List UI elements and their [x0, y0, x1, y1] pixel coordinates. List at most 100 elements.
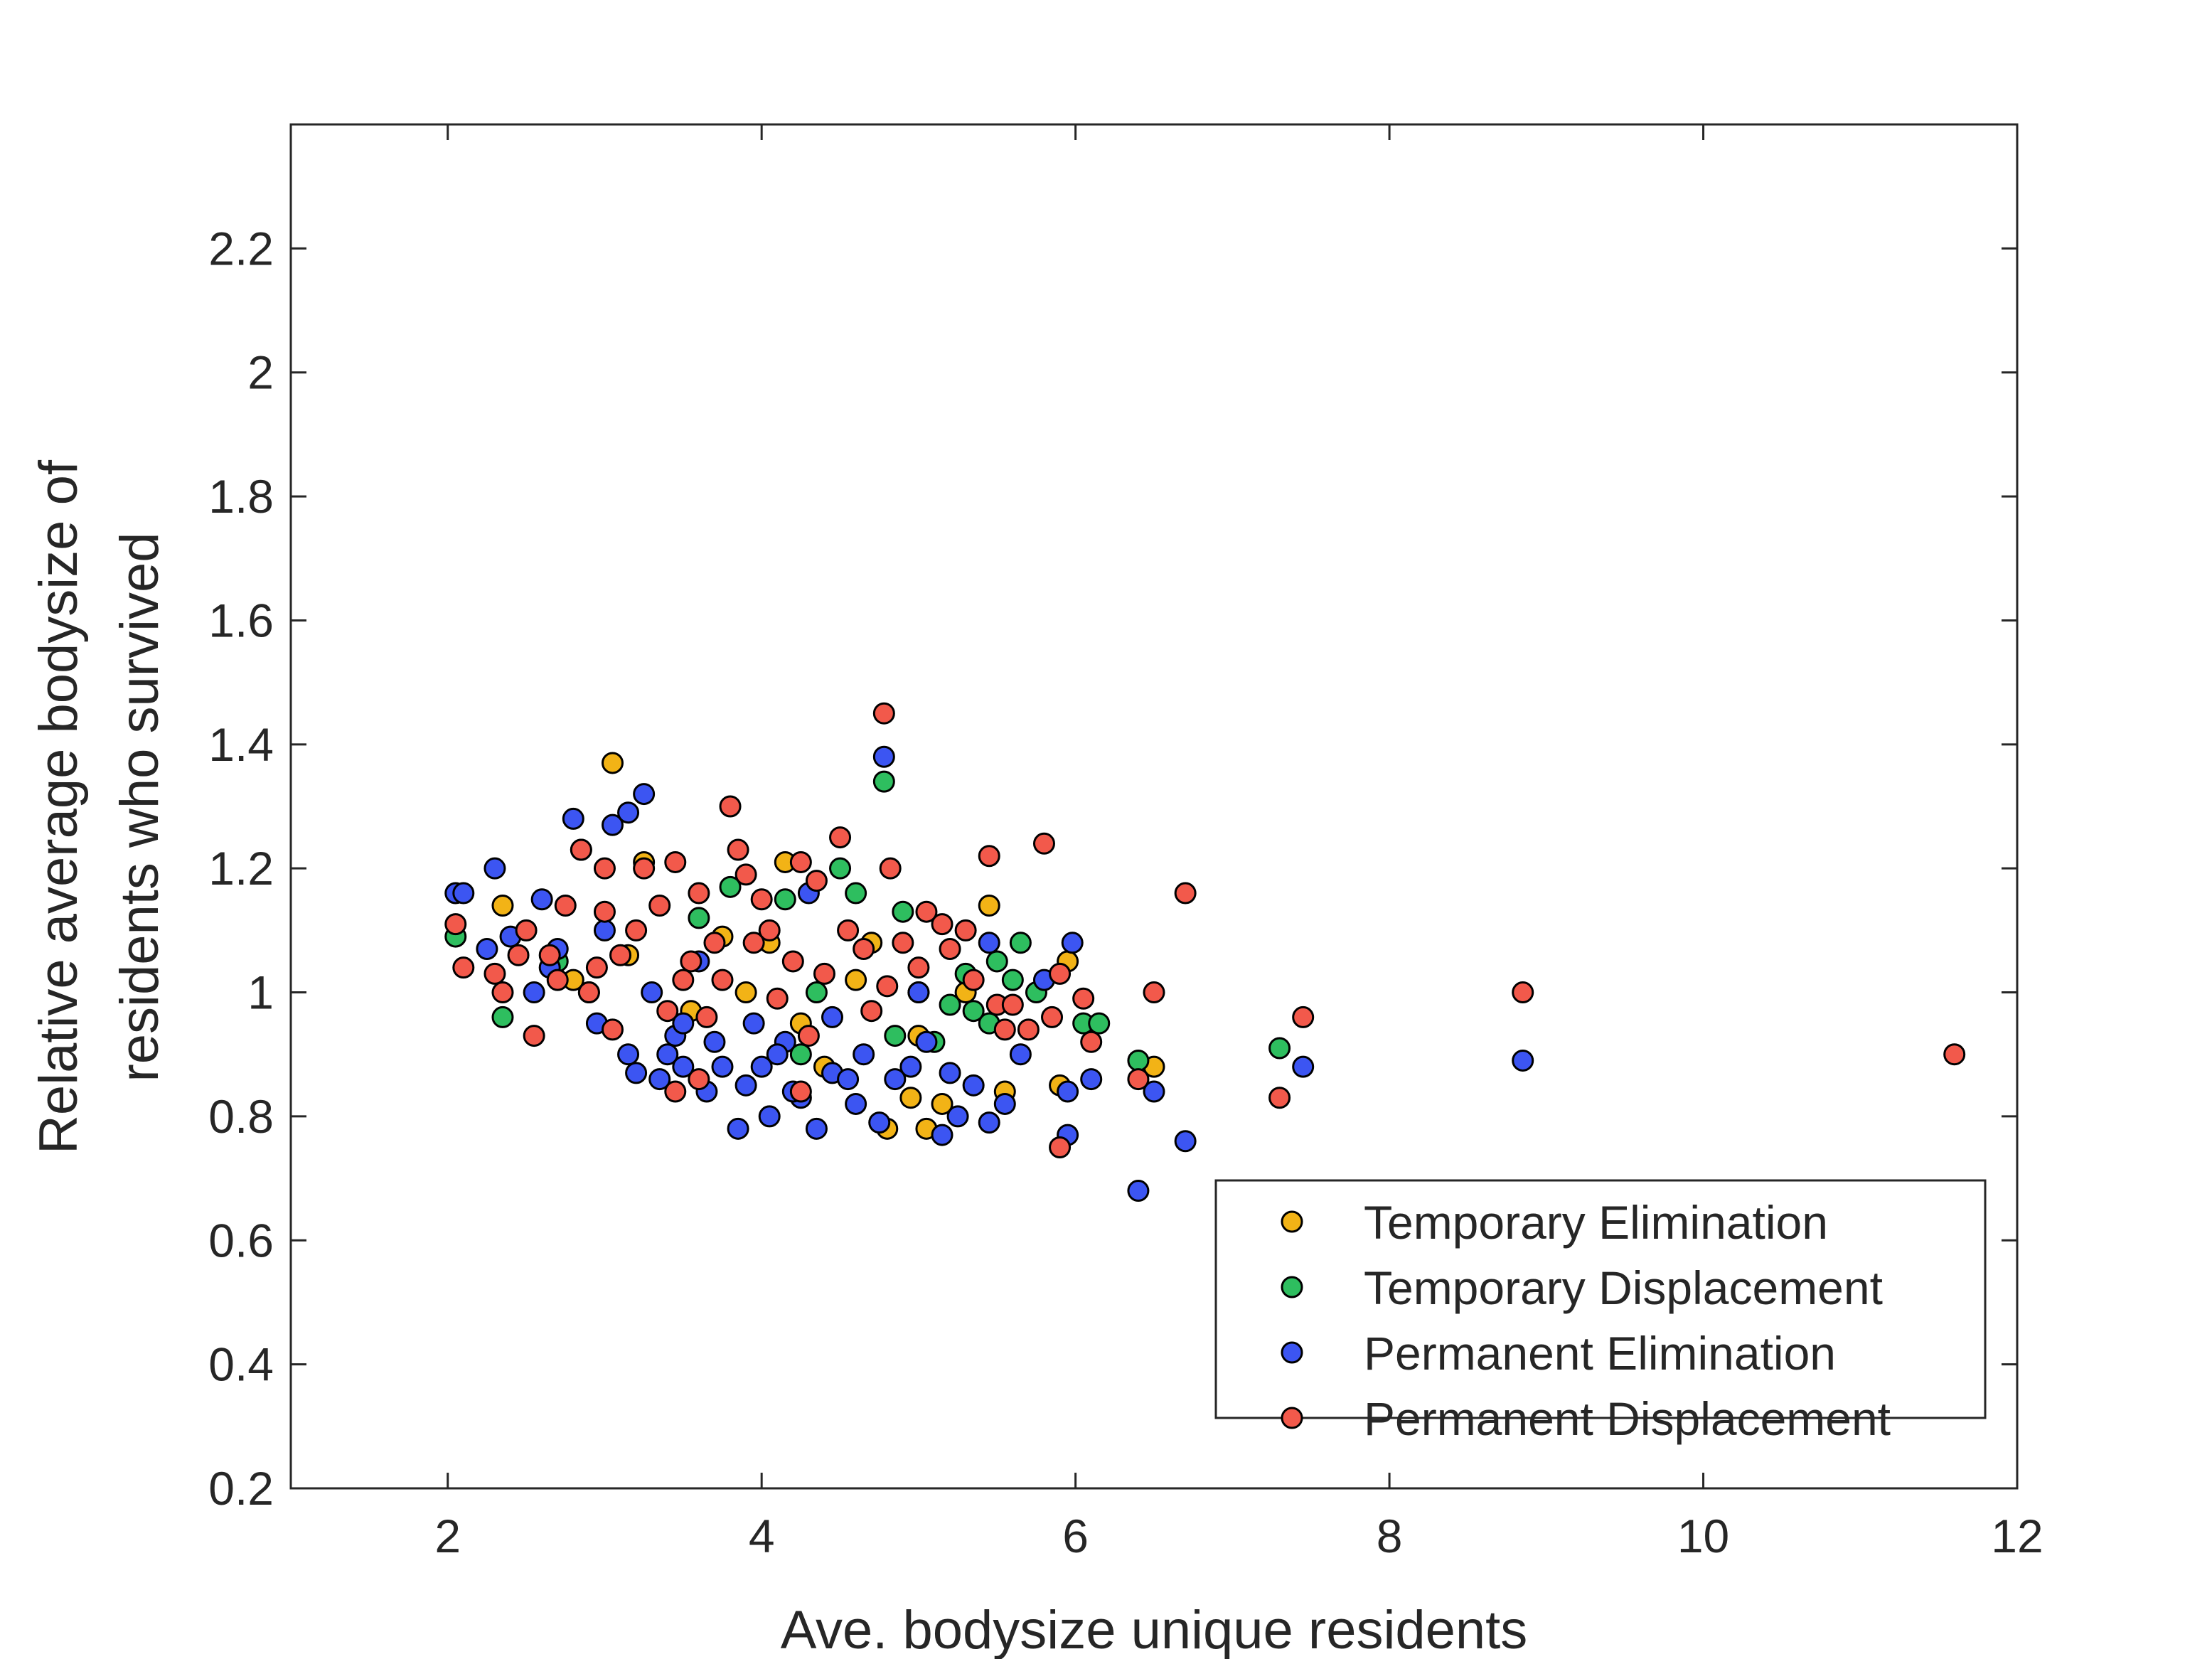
data-point	[656, 1000, 679, 1023]
data-point	[1127, 1180, 1150, 1202]
data-point	[829, 826, 852, 849]
data-point	[805, 981, 828, 1004]
data-point	[695, 1005, 718, 1028]
data-point	[931, 913, 953, 936]
data-point	[515, 919, 538, 941]
data-point	[750, 1055, 773, 1078]
data-point	[625, 919, 648, 941]
data-point	[483, 962, 506, 985]
data-point	[1041, 1005, 1064, 1028]
y-tick-label: 2.2	[208, 222, 274, 274]
data-point	[872, 745, 895, 768]
data-point	[946, 1105, 969, 1128]
data-point	[641, 981, 663, 1004]
data-point	[872, 770, 895, 793]
data-point	[876, 975, 899, 998]
data-point	[444, 913, 467, 936]
data-point	[750, 888, 773, 911]
legend-label-permanent-elimination: Permanent Elimination	[1364, 1327, 1836, 1380]
data-point	[1001, 969, 1024, 991]
data-point	[507, 944, 530, 966]
data-point	[452, 956, 475, 979]
data-point	[1127, 1049, 1150, 1072]
data-point	[476, 938, 498, 961]
data-point	[1061, 932, 1084, 954]
data-point	[1127, 1068, 1150, 1091]
data-point	[601, 752, 624, 774]
data-point	[648, 894, 671, 917]
data-point	[789, 1043, 812, 1066]
data-points	[444, 702, 1966, 1202]
data-point	[617, 801, 640, 824]
data-point	[907, 981, 930, 1004]
data-point	[530, 888, 553, 911]
data-point	[1032, 832, 1055, 855]
data-point	[452, 882, 475, 905]
data-point	[962, 1074, 985, 1097]
data-point	[601, 814, 624, 836]
data-point	[899, 1087, 922, 1109]
data-point	[931, 1124, 953, 1146]
data-point	[688, 907, 710, 929]
data-point	[562, 807, 584, 830]
data-point	[884, 1068, 907, 1091]
data-point	[672, 969, 695, 991]
data-point	[609, 944, 632, 966]
legend-label-permanent-displacement: Permanent Displacement	[1364, 1392, 1891, 1445]
data-point	[853, 1043, 875, 1066]
data-point	[797, 1025, 820, 1047]
data-point	[813, 962, 835, 985]
data-point	[664, 1080, 687, 1103]
y-tick-label: 1	[247, 966, 274, 1019]
legend-box	[1214, 1179, 1987, 1419]
data-point	[758, 1105, 781, 1128]
data-point	[648, 1068, 671, 1091]
data-point	[1143, 981, 1165, 1004]
data-point	[703, 932, 726, 954]
data-point	[1268, 1037, 1291, 1060]
data-point	[962, 969, 985, 991]
data-point	[884, 1025, 907, 1047]
data-point	[491, 894, 514, 917]
data-point	[1072, 987, 1095, 1010]
data-point	[617, 1043, 640, 1066]
data-point	[978, 932, 1000, 954]
x-tick-label: 12	[1991, 1510, 2043, 1562]
data-point	[719, 875, 742, 898]
data-point	[1009, 932, 1032, 954]
data-point	[742, 1012, 765, 1035]
data-point	[978, 894, 1000, 917]
y-tick-label: 1.8	[208, 470, 274, 523]
data-point	[1268, 1087, 1291, 1109]
legend: Temporary Elimination Temporary Displace…	[1214, 1179, 1987, 1445]
data-point	[625, 1062, 648, 1084]
series-3	[444, 702, 1966, 1158]
data-point	[939, 1062, 961, 1084]
data-point	[1017, 1018, 1040, 1041]
data-point	[915, 1030, 938, 1053]
data-point	[993, 1092, 1016, 1115]
data-point	[954, 919, 977, 941]
data-point	[978, 845, 1000, 868]
data-point	[688, 1068, 710, 1091]
data-point	[633, 857, 656, 880]
y-tick-label: 0.6	[208, 1214, 274, 1266]
data-point	[931, 1092, 953, 1115]
data-point	[1049, 1136, 1072, 1158]
data-point	[805, 1117, 828, 1140]
data-point	[845, 1092, 867, 1115]
data-point	[993, 1018, 1016, 1041]
data-point	[656, 1043, 679, 1066]
data-point	[829, 857, 852, 880]
data-point	[727, 1117, 749, 1140]
data-point	[766, 987, 789, 1010]
data-point	[688, 882, 710, 905]
data-point	[523, 981, 545, 1004]
data-point	[593, 919, 616, 941]
data-point	[570, 838, 592, 861]
data-point	[985, 950, 1008, 973]
data-point	[805, 870, 828, 892]
data-point	[789, 850, 812, 873]
data-point	[1080, 1030, 1103, 1053]
